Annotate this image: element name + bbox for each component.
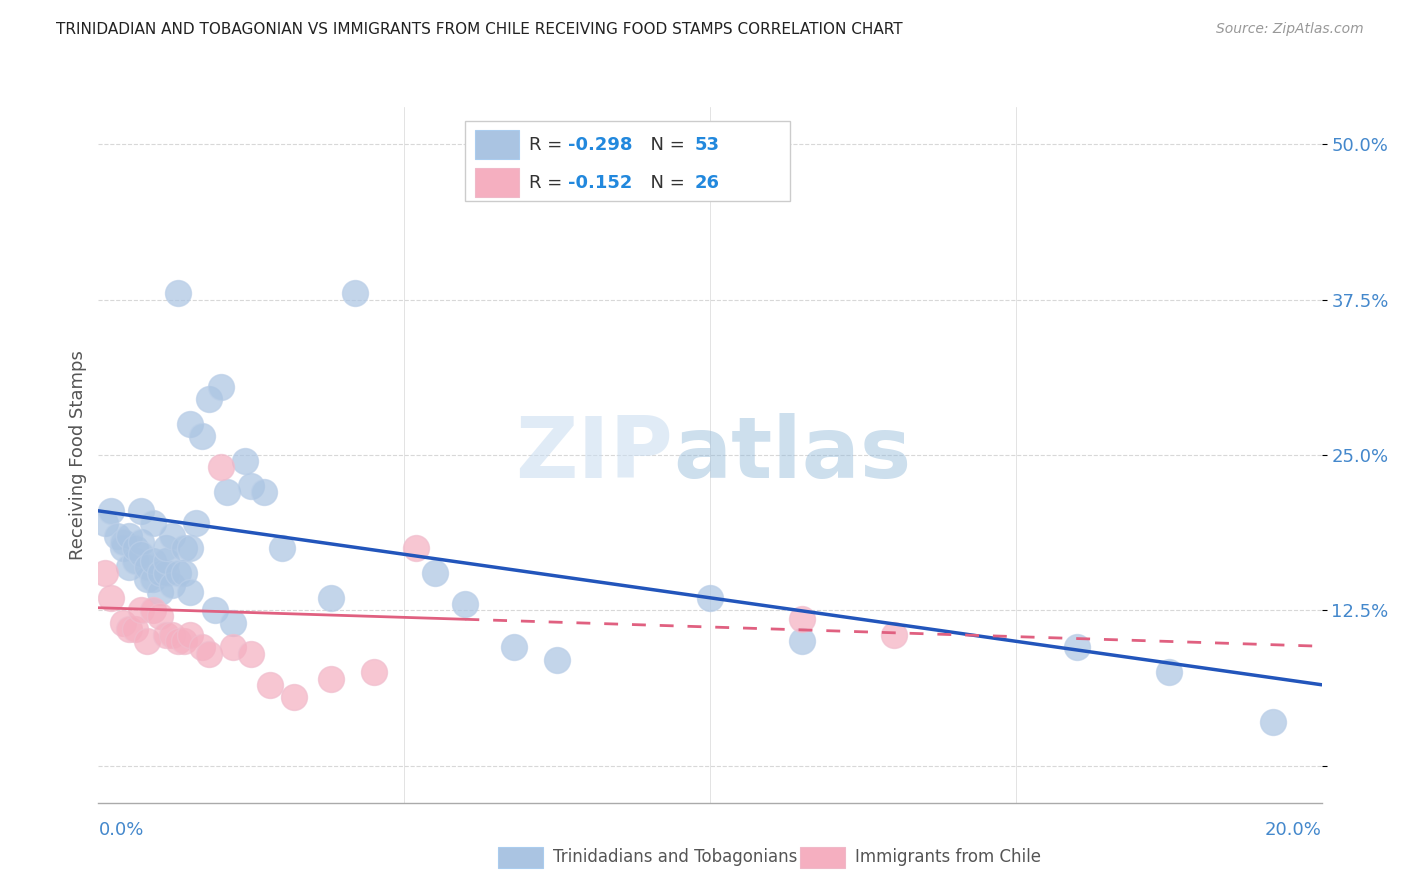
Text: Trinidadians and Tobagonians: Trinidadians and Tobagonians [553,848,797,866]
Point [209,460,232,475]
Point [155,628,177,642]
Point [93,566,115,580]
Point [179,628,201,642]
Point [191,640,214,655]
Point [155,553,177,567]
Point [129,603,152,617]
Point [129,534,152,549]
Point [790,612,813,626]
Point [699,591,721,605]
Point [93,516,115,531]
Text: 20.0%: 20.0% [1265,822,1322,839]
Point [191,429,214,443]
Point [149,584,172,599]
Point [142,516,165,531]
Point [136,559,159,574]
Point [118,622,141,636]
Point [124,553,146,567]
Point [129,504,152,518]
Point [179,417,201,431]
Point [546,653,568,667]
Point [124,541,146,555]
FancyBboxPatch shape [475,168,519,197]
Point [363,665,385,680]
Point [197,647,219,661]
Point [173,541,195,555]
Point [240,647,263,661]
Point [105,529,128,543]
Point [179,541,201,555]
Text: N =: N = [640,136,690,154]
Point [197,392,219,406]
Point [186,516,208,531]
Text: TRINIDADIAN AND TOBAGONIAN VS IMMIGRANTS FROM CHILE RECEIVING FOOD STAMPS CORREL: TRINIDADIAN AND TOBAGONIAN VS IMMIGRANTS… [56,22,903,37]
Point [142,553,165,567]
Point [215,485,238,500]
Point [155,541,177,555]
Point [173,566,195,580]
Point [790,634,813,648]
FancyBboxPatch shape [465,121,790,201]
Text: ZIP: ZIP [516,413,673,497]
Text: N =: N = [640,174,690,193]
Text: -0.152: -0.152 [568,174,633,193]
Point [319,591,342,605]
Point [222,615,245,630]
Point [167,634,190,648]
Point [136,572,159,586]
Text: Immigrants from Chile: Immigrants from Chile [855,848,1040,866]
Point [1261,714,1284,729]
Point [142,572,165,586]
Point [167,286,190,301]
Point [179,584,201,599]
Point [111,534,134,549]
Point [319,672,342,686]
Point [142,603,165,617]
Point [149,609,172,624]
Point [222,640,245,655]
Point [283,690,305,705]
Point [155,566,177,580]
Point [204,603,226,617]
Y-axis label: Receiving Food Stamps: Receiving Food Stamps [69,350,87,560]
Text: R =: R = [529,136,568,154]
Point [883,628,905,642]
Point [1066,640,1088,655]
Point [270,541,292,555]
Point [167,566,190,580]
Point [233,454,256,468]
Point [454,597,477,611]
Point [160,578,183,592]
Point [209,379,232,393]
Point [136,634,159,648]
Text: 53: 53 [695,136,718,154]
Text: 26: 26 [695,174,718,193]
Point [405,541,427,555]
Point [1157,665,1180,680]
Point [259,678,281,692]
Point [118,559,141,574]
Point [160,628,183,642]
Point [100,504,122,518]
Text: Source: ZipAtlas.com: Source: ZipAtlas.com [1216,22,1364,37]
Point [344,286,367,301]
Point [423,566,446,580]
Point [100,591,122,605]
Point [173,634,195,648]
Text: -0.298: -0.298 [568,136,633,154]
Point [129,547,152,561]
FancyBboxPatch shape [475,129,519,159]
Point [240,479,263,493]
Point [118,529,141,543]
Point [252,485,274,500]
Text: R =: R = [529,174,568,193]
Point [503,640,526,655]
Point [111,541,134,555]
Point [160,529,183,543]
Point [149,566,172,580]
Text: 0.0%: 0.0% [98,822,143,839]
Point [111,615,134,630]
Point [124,622,146,636]
Text: atlas: atlas [673,413,911,497]
